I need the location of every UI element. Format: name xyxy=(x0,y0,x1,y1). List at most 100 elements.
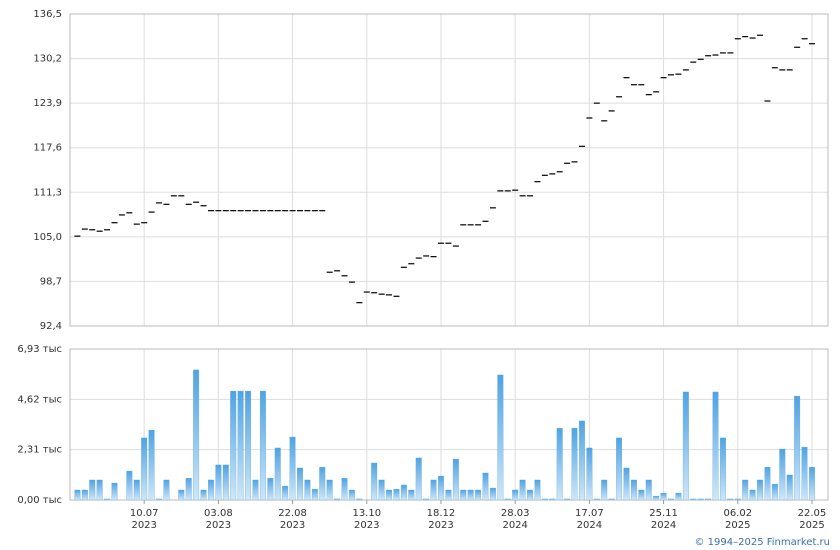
volume-bar xyxy=(779,448,786,501)
volume-bar xyxy=(89,479,96,501)
volume-bar xyxy=(267,478,274,501)
volume-bar xyxy=(393,488,400,501)
volume-bar xyxy=(616,437,623,501)
volume-bar xyxy=(801,446,808,501)
volume-bar xyxy=(96,479,103,501)
volume-bar xyxy=(794,395,801,501)
volume-bar xyxy=(371,462,378,501)
volume-bar xyxy=(74,489,81,501)
volume-bar xyxy=(230,390,237,501)
volume-bar xyxy=(408,489,415,501)
x-tick-label: 2023 xyxy=(206,520,231,531)
y-tick-label: 2,31 тыс xyxy=(17,445,62,456)
volume-bar xyxy=(504,498,511,501)
volume-bar xyxy=(282,485,289,501)
volume-bar xyxy=(178,489,185,501)
volume-bar xyxy=(475,489,482,501)
volume-bar xyxy=(252,479,259,501)
volume-bar xyxy=(786,474,793,501)
volume-bar xyxy=(341,478,348,501)
volume-bar xyxy=(245,390,252,501)
volume-bar xyxy=(445,489,452,501)
x-tick-label: 03.08 xyxy=(204,508,233,519)
volume-bar xyxy=(579,420,585,501)
volume-bar xyxy=(608,498,615,501)
volume-bar xyxy=(690,498,697,501)
volume-bar xyxy=(809,466,815,501)
volume-bar xyxy=(682,391,689,501)
y-tick-label: 92,4 xyxy=(40,321,62,332)
y-tick-label: 130,2 xyxy=(33,54,62,65)
y-tick-label: 105,0 xyxy=(33,232,62,243)
volume-bar xyxy=(527,489,533,501)
volume-bar xyxy=(400,484,407,501)
x-tick-label: 22.08 xyxy=(278,508,307,519)
x-tick-label: 2024 xyxy=(577,520,602,531)
volume-bar xyxy=(386,489,392,501)
x-tick-label: 2025 xyxy=(799,520,824,531)
volume-bar xyxy=(482,472,489,501)
volume-bar xyxy=(430,479,437,501)
x-tick-label: 2023 xyxy=(131,520,156,531)
volume-bar xyxy=(378,479,385,501)
x-tick-label: 2023 xyxy=(428,520,453,531)
volume-bar xyxy=(630,479,637,501)
volume-bar xyxy=(467,489,474,501)
volume-bar xyxy=(163,479,170,501)
volume-bar xyxy=(208,479,214,501)
volume-bar xyxy=(519,479,526,501)
y-tick-label: 98,7 xyxy=(40,276,62,287)
volume-bar xyxy=(549,498,556,501)
plot-frame xyxy=(69,13,829,327)
volume-bar xyxy=(438,475,444,501)
volume-bar xyxy=(757,479,763,501)
volume-bar xyxy=(104,498,111,501)
volume-bar xyxy=(415,457,422,501)
x-tick-label: 22.05 xyxy=(798,508,827,519)
y-tick-label: 0,00 тыс xyxy=(17,495,62,506)
volume-bar xyxy=(126,470,133,501)
volume-bar xyxy=(274,447,281,501)
volume-bar xyxy=(719,437,726,501)
volume-bar xyxy=(697,498,704,501)
volume-bar xyxy=(497,374,504,501)
x-tick-label: 06.02 xyxy=(723,508,752,519)
footer: © 1994–2025 Finmarket.ru xyxy=(694,537,830,548)
volume-bar xyxy=(311,488,318,501)
x-tick-label: 2024 xyxy=(651,520,676,531)
volume-bar xyxy=(237,390,244,501)
y-tick-label: 4,62 тыс xyxy=(17,394,62,405)
volume-bar xyxy=(356,498,363,501)
volume-bar xyxy=(452,458,459,501)
volume-bar xyxy=(705,498,712,501)
y-tick-label: 111,3 xyxy=(33,187,62,198)
volume-bar xyxy=(259,390,266,501)
volume-bar xyxy=(156,498,162,501)
y-tick-label: 123,9 xyxy=(33,98,62,109)
volume-bar xyxy=(185,478,192,501)
y-tick-label: 117,6 xyxy=(33,143,62,154)
volume-bar xyxy=(638,489,645,501)
volume-bar xyxy=(193,369,200,501)
volume-bar xyxy=(348,489,355,501)
volume-bar xyxy=(764,466,771,501)
x-tick-label: 13.10 xyxy=(352,508,381,519)
volume-bar xyxy=(727,498,734,501)
volume-bar xyxy=(771,483,778,501)
volume-bar xyxy=(297,467,303,501)
x-tick-label: 2023 xyxy=(354,520,379,531)
volume-bar xyxy=(81,489,88,501)
volume-bar xyxy=(623,467,630,501)
volume-bar xyxy=(200,489,207,501)
x-tick-label: 17.07 xyxy=(575,508,604,519)
volume-bar xyxy=(133,479,140,501)
volume-bar xyxy=(645,479,652,501)
volume-bar xyxy=(319,466,326,501)
x-tick-label: 28.03 xyxy=(501,508,530,519)
volume-bar xyxy=(222,464,229,501)
volume-bar xyxy=(534,479,541,501)
volume-bar xyxy=(326,479,333,501)
volume-bar xyxy=(289,436,296,501)
volume-bar xyxy=(512,489,519,501)
